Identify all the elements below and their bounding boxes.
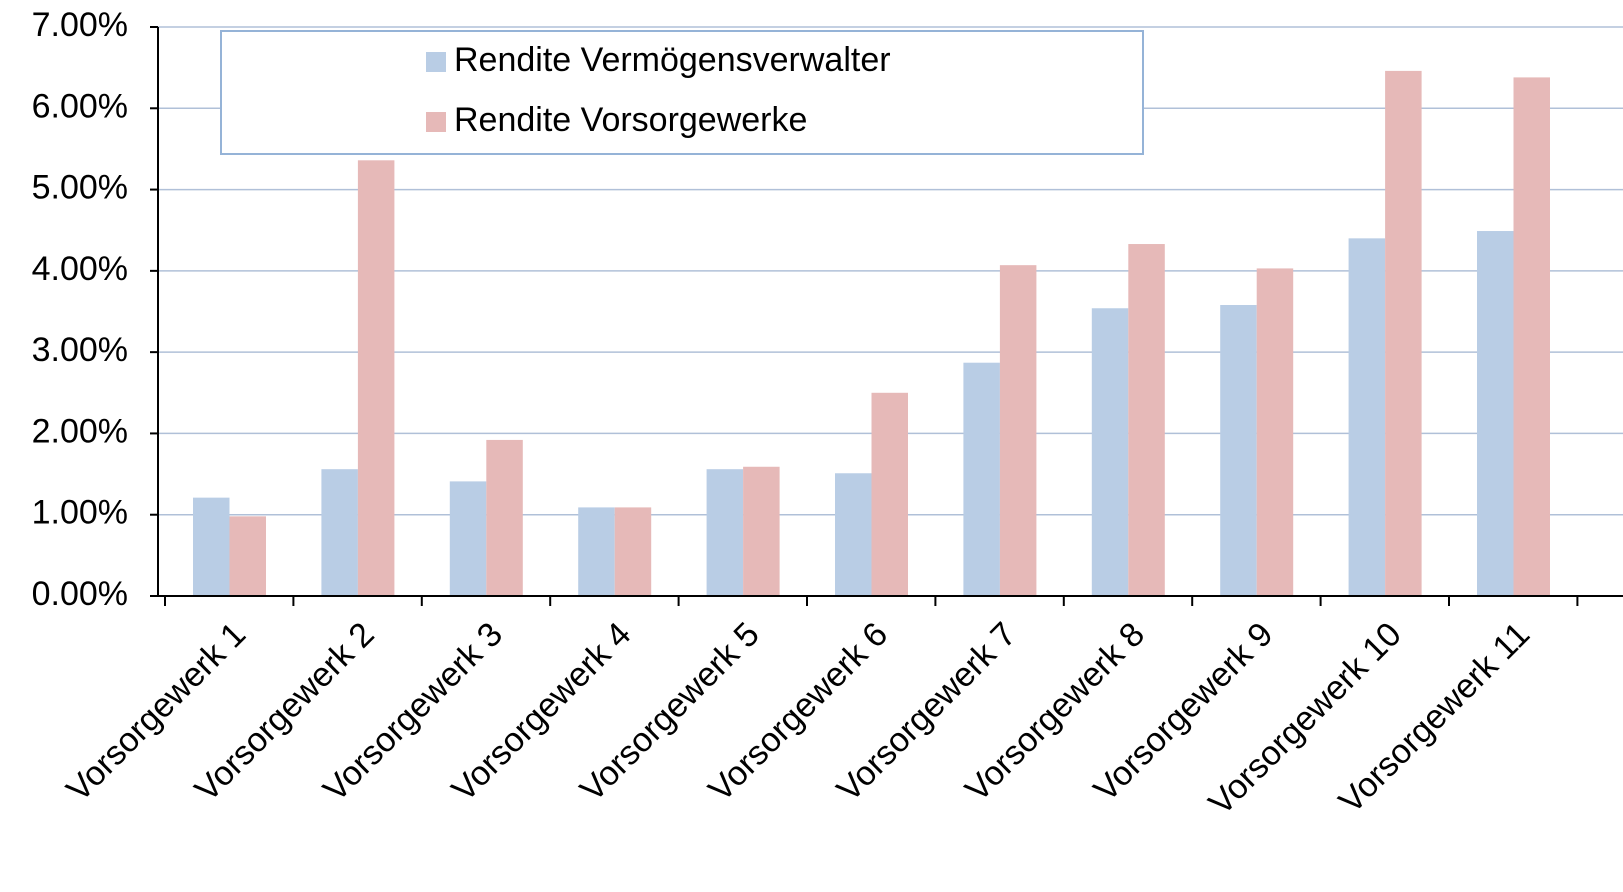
bar bbox=[1513, 77, 1550, 596]
y-tick-label: 1.00% bbox=[32, 494, 128, 532]
bar bbox=[1128, 244, 1165, 597]
y-tick-label: 2.00% bbox=[32, 412, 128, 450]
y-tick-label: 5.00% bbox=[32, 169, 128, 207]
y-tick-label: 7.00% bbox=[32, 6, 128, 44]
bar bbox=[963, 362, 1000, 596]
bar bbox=[1385, 70, 1422, 596]
legend-swatch bbox=[426, 112, 446, 132]
y-tick-label: 4.00% bbox=[32, 250, 128, 288]
y-tick-label: 0.00% bbox=[32, 575, 128, 613]
bar bbox=[229, 516, 266, 596]
legend-swatch bbox=[426, 52, 446, 72]
y-tick-label: 3.00% bbox=[32, 331, 128, 369]
bar bbox=[1256, 268, 1294, 596]
bar bbox=[614, 507, 652, 596]
bar bbox=[835, 473, 872, 596]
bar bbox=[743, 466, 780, 596]
bar bbox=[1477, 231, 1514, 596]
bar bbox=[486, 439, 523, 596]
y-tick-label: 6.00% bbox=[32, 87, 128, 125]
bar bbox=[578, 507, 615, 596]
bar bbox=[321, 469, 358, 596]
bar bbox=[193, 497, 230, 596]
bar bbox=[706, 469, 744, 596]
bar bbox=[1348, 238, 1386, 597]
bar bbox=[1220, 304, 1257, 596]
bar bbox=[1091, 308, 1129, 596]
legend bbox=[220, 30, 1144, 155]
bar bbox=[999, 265, 1037, 596]
legend-label: Rendite Vermögensverwalter bbox=[454, 41, 891, 79]
bar bbox=[357, 160, 395, 596]
bar bbox=[449, 481, 487, 596]
bar bbox=[871, 392, 908, 596]
legend-label: Rendite Vorsorgewerke bbox=[454, 101, 807, 139]
